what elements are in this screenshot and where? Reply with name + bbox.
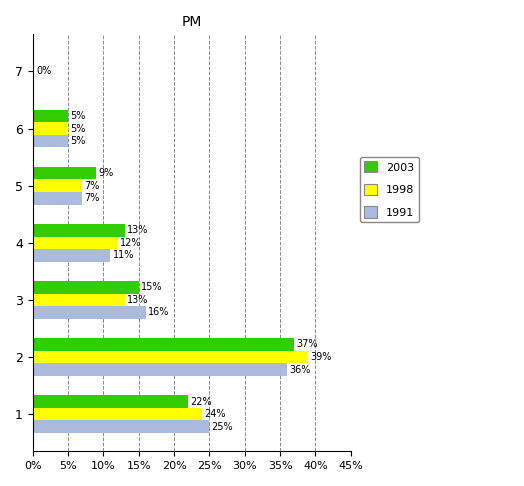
Bar: [32, 122, 68, 135]
Text: 12%: 12%: [119, 238, 141, 248]
Text: 0%: 0%: [36, 67, 51, 76]
Bar: [32, 338, 294, 351]
Bar: [32, 167, 96, 179]
Text: 37%: 37%: [297, 340, 318, 349]
Bar: [32, 408, 202, 420]
Text: 7%: 7%: [84, 193, 100, 203]
Text: 11%: 11%: [113, 250, 134, 260]
Text: 5%: 5%: [70, 111, 85, 121]
Text: 24%: 24%: [204, 409, 226, 419]
Text: 15%: 15%: [141, 282, 162, 293]
Text: 39%: 39%: [311, 352, 332, 362]
Bar: [32, 395, 188, 408]
Bar: [32, 135, 68, 147]
Text: 9%: 9%: [99, 168, 114, 178]
Bar: [32, 306, 146, 319]
Bar: [32, 237, 117, 249]
Bar: [32, 110, 68, 122]
Legend: 2003, 1998, 1991: 2003, 1998, 1991: [359, 156, 419, 222]
Text: 16%: 16%: [148, 308, 169, 317]
Bar: [32, 224, 125, 237]
Bar: [32, 192, 82, 205]
Bar: [32, 351, 309, 364]
Bar: [32, 364, 287, 376]
Bar: [32, 179, 82, 192]
Text: 7%: 7%: [84, 181, 100, 191]
Title: PM: PM: [182, 15, 202, 29]
Bar: [32, 294, 125, 306]
Text: 25%: 25%: [212, 422, 233, 432]
Text: 13%: 13%: [127, 225, 148, 235]
Bar: [32, 420, 210, 433]
Text: 5%: 5%: [70, 136, 85, 146]
Bar: [32, 249, 111, 261]
Text: 5%: 5%: [70, 123, 85, 134]
Text: 13%: 13%: [127, 295, 148, 305]
Text: 22%: 22%: [190, 397, 212, 407]
Bar: [32, 281, 139, 294]
Text: 36%: 36%: [289, 364, 311, 375]
